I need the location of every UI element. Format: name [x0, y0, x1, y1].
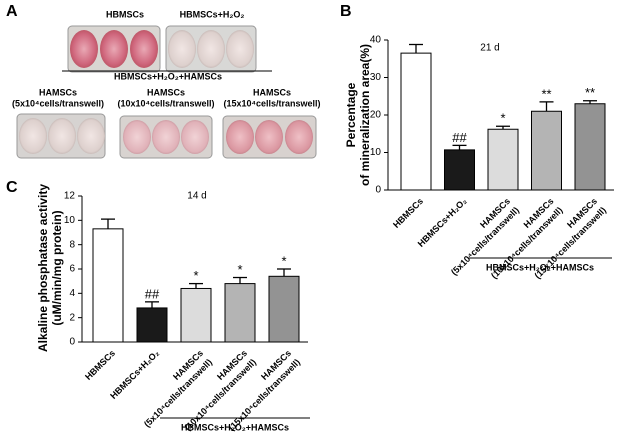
y-tick-label: 10	[370, 147, 382, 158]
bar	[136, 307, 168, 343]
condition-label: HAMSCs	[253, 87, 291, 97]
y-axis-label: Alkaline phosphatase activity	[36, 184, 50, 352]
condition-label: (10x10⁴cells/transwell)	[117, 98, 214, 108]
bar	[268, 275, 300, 343]
group-label: HBMSCs+H₂O₂+HAMSCs	[181, 422, 289, 432]
group-label: HBMSCs+H₂O₂+HAMSCs	[486, 262, 594, 272]
significance-label: ##	[145, 286, 160, 301]
y-tick-label: 4	[69, 288, 75, 299]
y-axis-label: of mineralization area(%)	[358, 44, 372, 186]
significance-label: *	[281, 253, 286, 268]
y-tick-label: 8	[69, 239, 75, 250]
y-axis-label: (uM/min/mg protein)	[50, 210, 64, 325]
group-label: HBMSCs+H₂O₂+HAMSCs	[114, 71, 222, 81]
bar	[400, 52, 432, 191]
panel-label: C	[6, 179, 18, 196]
significance-label: *	[500, 111, 505, 126]
bar	[224, 283, 256, 343]
bar	[531, 110, 562, 191]
group-label: HBMSCs	[106, 9, 144, 19]
significance-label: **	[541, 86, 551, 101]
y-tick-label: 40	[370, 35, 382, 46]
significance-label: **	[585, 85, 595, 100]
group-label: HBMSCs+H₂O₂	[180, 9, 245, 19]
y-tick-label: 12	[64, 191, 76, 202]
y-tick-label: 6	[69, 264, 75, 275]
bar	[92, 228, 124, 343]
y-tick-label: 20	[370, 110, 382, 121]
bar	[574, 103, 606, 191]
y-tick-label: 10	[64, 215, 76, 226]
plate	[67, 25, 161, 73]
significance-label: ##	[452, 130, 467, 145]
y-axis-label: Percentage	[344, 82, 358, 147]
condition-label: HAMSCs	[147, 87, 185, 97]
x-tick-label: HBMSCs	[391, 196, 425, 230]
condition-label: (15x10⁴cells/transwell)	[223, 98, 320, 108]
bar	[180, 287, 212, 343]
significance-label: *	[237, 262, 242, 277]
y-tick-label: 2	[69, 312, 75, 323]
annotation: 14 d	[187, 191, 206, 202]
y-tick-label: 0	[69, 337, 75, 348]
annotation: 21 d	[480, 43, 499, 54]
x-tick-label: HBMSCs	[83, 348, 117, 382]
y-tick-label: 30	[370, 72, 382, 83]
plate	[222, 115, 317, 159]
panel-label: B	[340, 3, 352, 20]
condition-label: (5x10⁴cells/transwell)	[12, 98, 104, 108]
bar	[487, 128, 519, 191]
bar	[444, 149, 475, 191]
plate	[119, 115, 213, 159]
significance-label: *	[193, 268, 198, 283]
condition-label: HAMSCs	[39, 87, 77, 97]
x-tick-label: (15x10⁴cells/transwell)	[226, 357, 302, 433]
plate	[16, 113, 106, 159]
y-tick-label: 0	[375, 185, 381, 196]
plate	[165, 25, 257, 73]
panel-label: A	[6, 3, 18, 20]
x-tick-label: (10x10⁴cells/transwell)	[182, 357, 258, 433]
